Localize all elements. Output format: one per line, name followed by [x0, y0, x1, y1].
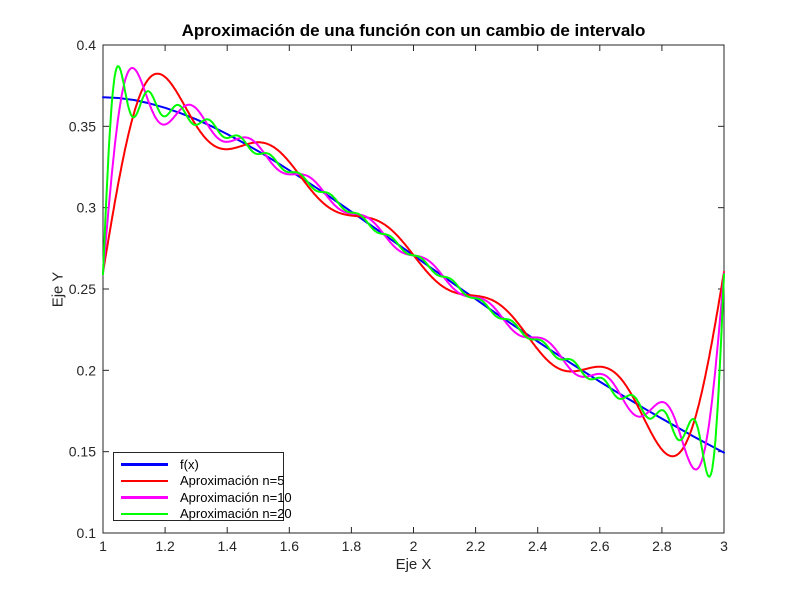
legend-label: Aproximación n=5 — [180, 473, 285, 489]
x-tick-label: 2.4 — [528, 538, 548, 554]
x-tick-label: 2.2 — [466, 538, 486, 554]
y-tick-label: 0.15 — [69, 444, 96, 460]
legend-label: f(x) — [180, 456, 199, 472]
x-tick-label: 1.2 — [155, 538, 175, 554]
x-tick-label: 3 — [720, 538, 728, 554]
legend-item-n20: Aproximación n=20 — [114, 506, 292, 523]
x-tick-label: 2.8 — [652, 538, 672, 554]
legend-line-sample-n20 — [121, 512, 168, 515]
curve-aprox-n10 — [102, 67, 725, 471]
legend-line-sample-fx — [121, 463, 168, 466]
curve-aprox-n20 — [102, 65, 725, 478]
legend-label: Aproximación n=20 — [180, 506, 292, 522]
y-tick-label: 0.3 — [77, 200, 97, 216]
legend-line-sample-n10 — [121, 496, 168, 499]
x-tick-label: 1 — [99, 538, 107, 554]
legend-line-sample-n5 — [121, 479, 168, 482]
curve-fx — [102, 96, 725, 454]
legend-label: Aproximación n=10 — [180, 489, 292, 505]
legend-item-n10: Aproximación n=10 — [114, 489, 292, 506]
y-tick-label: 0.2 — [77, 362, 97, 378]
y-tick-label: 0.1 — [77, 525, 97, 541]
legend-item-fx: f(x) — [114, 456, 283, 473]
legend-item-n5: Aproximación n=5 — [114, 473, 285, 490]
x-tick-label: 1.8 — [342, 538, 362, 554]
x-tick-label: 1.4 — [217, 538, 237, 554]
x-axis-label: Eje X — [395, 556, 432, 573]
y-tick-label: 0.4 — [77, 37, 97, 53]
y-tick-label: 0.25 — [69, 281, 96, 297]
x-tick-label: 2.6 — [590, 538, 610, 554]
x-tick-label: 2 — [410, 538, 418, 554]
y-axis-label: Eje Y — [49, 271, 67, 308]
legend: f(x) Aproximación n=5 Aproximación n=10 … — [113, 452, 292, 523]
chart-title: Aproximación de una función con un cambi… — [181, 21, 646, 40]
curve-aprox-n5 — [102, 72, 725, 458]
y-tick-label: 0.35 — [69, 118, 96, 134]
x-tick-label: 1.6 — [280, 538, 300, 554]
